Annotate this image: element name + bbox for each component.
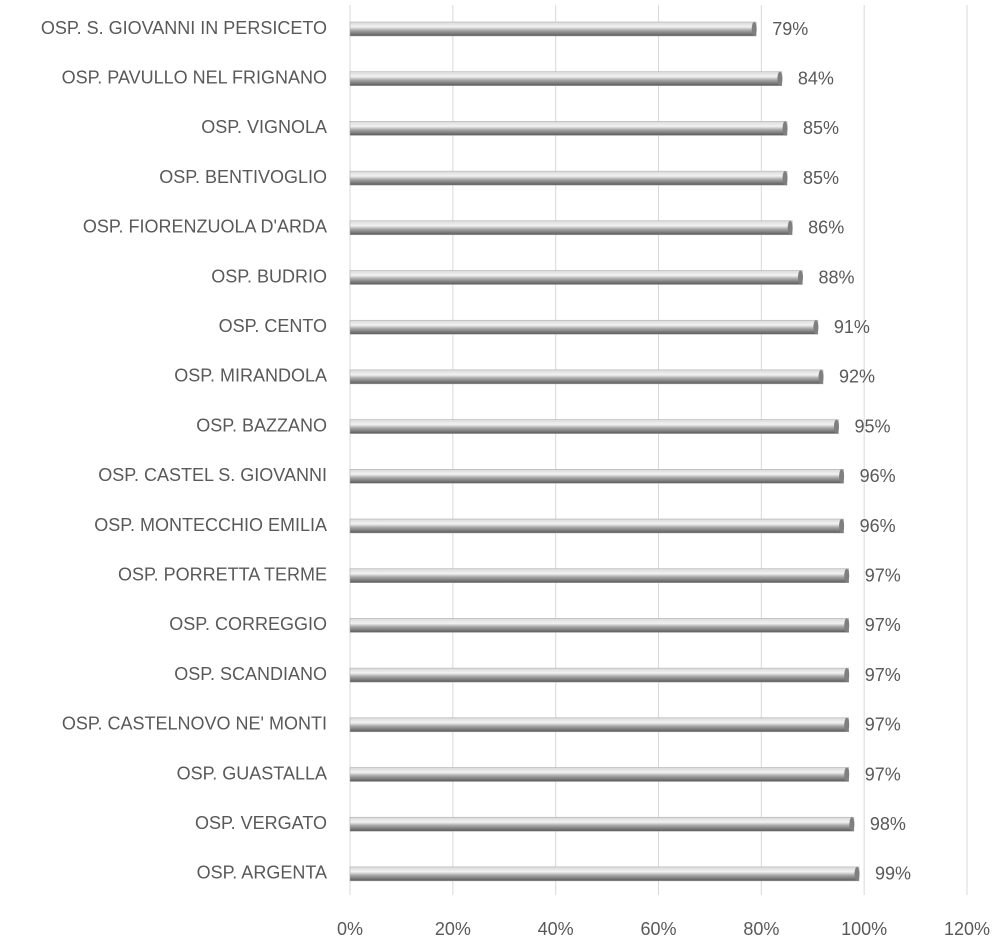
- bar-cap: [844, 618, 850, 633]
- bar: [349, 170, 788, 186]
- bar-cap: [839, 519, 845, 533]
- bar: [349, 717, 849, 733]
- x-tick-label: 80%: [743, 919, 779, 939]
- x-tick-label: 20%: [435, 919, 471, 939]
- data-label: 92%: [839, 367, 875, 387]
- bar-cap: [797, 270, 803, 285]
- bar: [349, 618, 849, 633]
- data-label: 88%: [818, 267, 854, 287]
- data-label: 79%: [772, 19, 808, 39]
- bar-cap: [849, 817, 855, 832]
- bar: [349, 568, 849, 583]
- bar: [349, 866, 860, 882]
- x-tick-label: 120%: [944, 919, 990, 939]
- bar: [349, 469, 844, 484]
- y-tick-label: OSP. BAZZANO: [196, 415, 327, 435]
- bar: [349, 21, 757, 37]
- x-tick-label: 100%: [841, 919, 887, 939]
- bar-cap: [854, 866, 860, 881]
- y-tick-label: OSP. GUASTALLA: [177, 763, 327, 783]
- y-tick-label: OSP. S. GIOVANNI IN PERSICETO: [41, 18, 327, 38]
- x-tick-label: 60%: [640, 919, 676, 939]
- y-tick-label: OSP. CASTELNOVO NE' MONTI: [62, 714, 327, 734]
- bar: [349, 220, 793, 236]
- y-tick-label: OSP. CORREGGIO: [169, 614, 327, 634]
- y-tick-label: OSP. CASTEL S. GIOVANNI: [98, 465, 327, 485]
- bar-cap: [844, 668, 850, 683]
- bar-cap: [787, 220, 793, 235]
- data-label: 97%: [865, 615, 901, 635]
- data-label: 97%: [865, 715, 901, 735]
- x-tick-label: 40%: [538, 919, 574, 939]
- bar: [349, 270, 803, 285]
- data-label: 91%: [834, 317, 870, 337]
- bar: [349, 369, 824, 385]
- bar: [349, 518, 844, 534]
- y-tick-label: OSP. SCANDIANO: [174, 664, 327, 684]
- data-label: 85%: [803, 168, 839, 188]
- y-tick-label: OSP. FIORENZUOLA D'ARDA: [83, 217, 327, 237]
- bar-cap: [751, 22, 757, 36]
- bar-cap: [844, 568, 850, 583]
- data-label: 96%: [860, 466, 896, 486]
- bar-cap: [833, 419, 839, 434]
- data-label: 99%: [875, 864, 911, 884]
- data-label: 84%: [798, 68, 834, 88]
- bar: [349, 121, 788, 136]
- bar: [349, 767, 849, 782]
- data-label: 96%: [860, 516, 896, 536]
- data-label: 97%: [865, 764, 901, 784]
- y-tick-label: OSP. MIRANDOLA: [174, 366, 327, 386]
- y-tick-label: OSP. BENTIVOGLIO: [159, 167, 327, 187]
- y-tick-label: OSP. VIGNOLA: [201, 117, 327, 137]
- bar: [349, 816, 855, 832]
- bar: [349, 71, 783, 86]
- bar: [349, 667, 849, 683]
- bar-cap: [777, 71, 783, 86]
- bar-cap: [813, 320, 819, 335]
- bar-cap: [818, 369, 824, 384]
- data-label: 97%: [865, 565, 901, 585]
- y-tick-label: OSP. VERGATO: [195, 813, 327, 833]
- y-tick-label: OSP. ARGENTA: [197, 863, 327, 883]
- bar: [349, 319, 819, 335]
- data-label: 98%: [870, 814, 906, 834]
- y-tick-label: OSP. BUDRIO: [211, 266, 327, 286]
- bar-cap: [782, 121, 788, 136]
- data-label: 86%: [808, 218, 844, 238]
- y-tick-label: OSP. PORRETTA TERME: [118, 564, 327, 584]
- x-tick-label: 0%: [337, 919, 363, 939]
- bar: [349, 419, 839, 434]
- y-tick-label: OSP. PAVULLO NEL FRIGNANO: [62, 67, 327, 87]
- bar-cap: [844, 717, 850, 732]
- data-label: 95%: [854, 416, 890, 436]
- bar-cap: [844, 767, 850, 782]
- data-label: 97%: [865, 665, 901, 685]
- y-tick-label: OSP. CENTO: [219, 316, 327, 336]
- data-label: 85%: [803, 118, 839, 138]
- bar-cap: [839, 469, 845, 484]
- y-tick-label: OSP. MONTECCHIO EMILIA: [94, 515, 327, 535]
- bar-cap: [782, 171, 788, 186]
